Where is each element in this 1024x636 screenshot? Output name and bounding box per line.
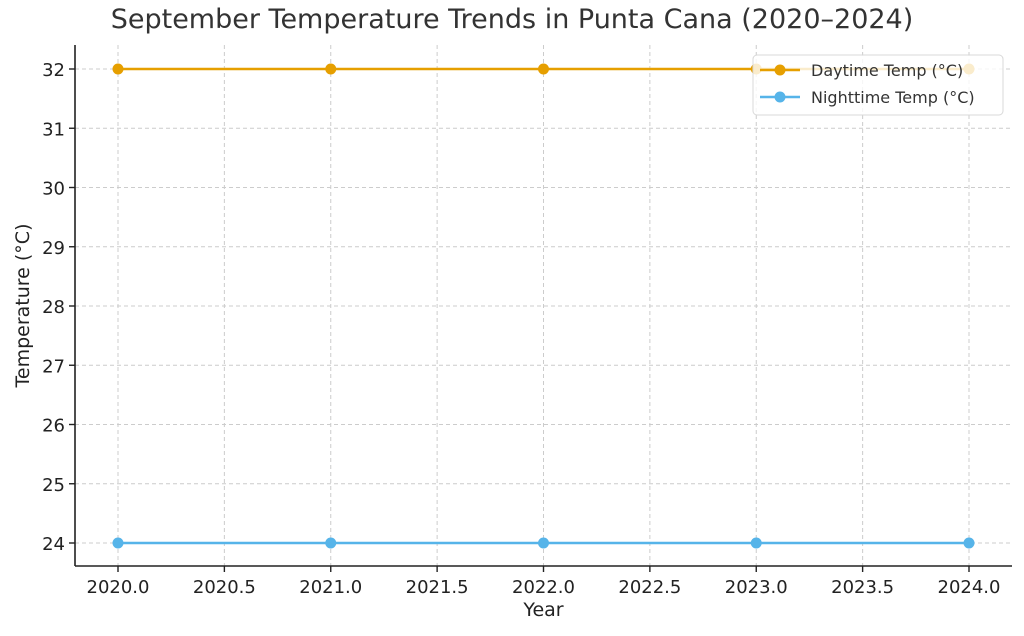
data-point	[112, 537, 124, 549]
data-point	[112, 63, 124, 75]
x-tick-label: 2021.5	[406, 577, 469, 598]
x-tick-label: 2024.0	[938, 577, 1001, 598]
series-nighttime	[112, 537, 975, 549]
y-axis-label: Temperature (°C)	[12, 224, 34, 389]
y-tick-label: 26	[42, 416, 65, 437]
x-tick-label: 2023.5	[831, 577, 894, 598]
grid	[75, 45, 1012, 566]
x-tick-label: 2023.0	[725, 577, 788, 598]
x-tick-label: 2020.0	[87, 577, 150, 598]
data-point	[325, 537, 337, 549]
x-tick-label: 2021.0	[299, 577, 362, 598]
data-point	[325, 63, 337, 75]
data-point	[750, 537, 762, 549]
legend-marker-icon	[774, 91, 786, 103]
y-tick-label: 27	[42, 356, 65, 377]
legend-entry: Nighttime Temp (°C)	[811, 88, 975, 107]
data-point	[538, 537, 549, 549]
y-tick-label: 32	[42, 60, 65, 81]
y-tick-label: 29	[42, 238, 65, 259]
legend-entry: Daytime Temp (°C)	[811, 61, 963, 80]
y-tick-label: 25	[42, 475, 65, 496]
chart-title: September Temperature Trends in Punta Ca…	[110, 4, 914, 35]
x-tick-label: 2022.5	[618, 577, 681, 598]
data-point	[538, 63, 549, 75]
x-tick-label: 2022.0	[512, 577, 575, 598]
y-tick-label: 28	[42, 297, 65, 318]
legend: Daytime Temp (°C) Nighttime Temp (°C)	[752, 54, 1004, 116]
y-tick-label: 31	[42, 119, 65, 140]
x-axis-label: Year	[522, 599, 563, 621]
legend-marker-icon	[774, 64, 786, 76]
y-tick-label: 30	[42, 179, 65, 200]
y-tick-label: 24	[42, 534, 65, 555]
x-tick-label: 2020.5	[193, 577, 256, 598]
data-point	[963, 537, 975, 549]
